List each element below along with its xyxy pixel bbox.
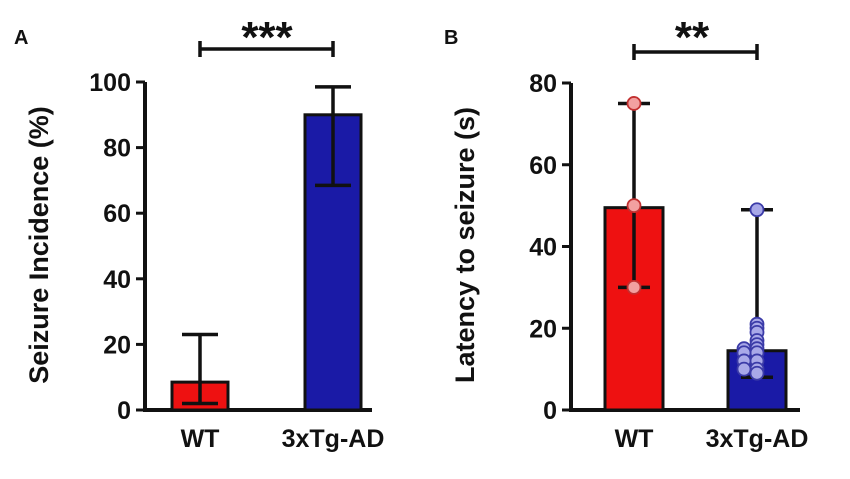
panel-a-y-tick-label: 20 — [103, 331, 131, 359]
panel-b-y-tick-label: 40 — [529, 234, 557, 262]
panel-b-y-tick-label: 80 — [529, 70, 557, 98]
panel-b-y-tick-label: 0 — [543, 397, 557, 425]
panel-a-letter: A — [14, 27, 28, 49]
panel-b-data-point — [749, 202, 765, 218]
panel-a-y-axis-label: Seizure Incidence (%) — [24, 106, 54, 384]
panel-b-data-point — [749, 365, 765, 381]
panel-a-plot: 0 20 40 60 80 100 WT 3xTg-AD — [89, 41, 384, 453]
panel-a-y-tick-label: 40 — [103, 266, 131, 294]
panel-b-letter: B — [444, 27, 458, 49]
panel-b-y-axis-label: Latency to seizure (s) — [450, 107, 480, 383]
panel-b-data-point — [626, 279, 642, 295]
panel-b-data-point — [626, 198, 642, 214]
panel-a-x-tick-label: WT — [181, 425, 220, 453]
panel-a-y-tick-label: 80 — [103, 135, 131, 163]
panel-b-x-tick-label: WT — [615, 425, 654, 453]
panel-b-data-point — [626, 96, 642, 111]
panel-b-y-tick-label: 60 — [529, 152, 557, 180]
panel-b-data-point — [736, 361, 752, 377]
panel-b-significance: ** — [675, 13, 710, 62]
panel-b-x-tick-label: 3xTg-AD — [706, 425, 809, 453]
panel-a-y-tick-label: 0 — [117, 397, 131, 425]
panel-a-y-tick-label: 100 — [89, 69, 131, 97]
panel-b-y-tick-label: 20 — [529, 315, 557, 343]
panel-a-y-tick-label: 60 — [103, 200, 131, 228]
panel-a-significance: *** — [241, 13, 293, 62]
panel-a-x-tick-label: 3xTg-AD — [282, 425, 385, 453]
panel-b-plot: 0 20 40 60 80 WT 3xTg-AD — [529, 44, 808, 453]
